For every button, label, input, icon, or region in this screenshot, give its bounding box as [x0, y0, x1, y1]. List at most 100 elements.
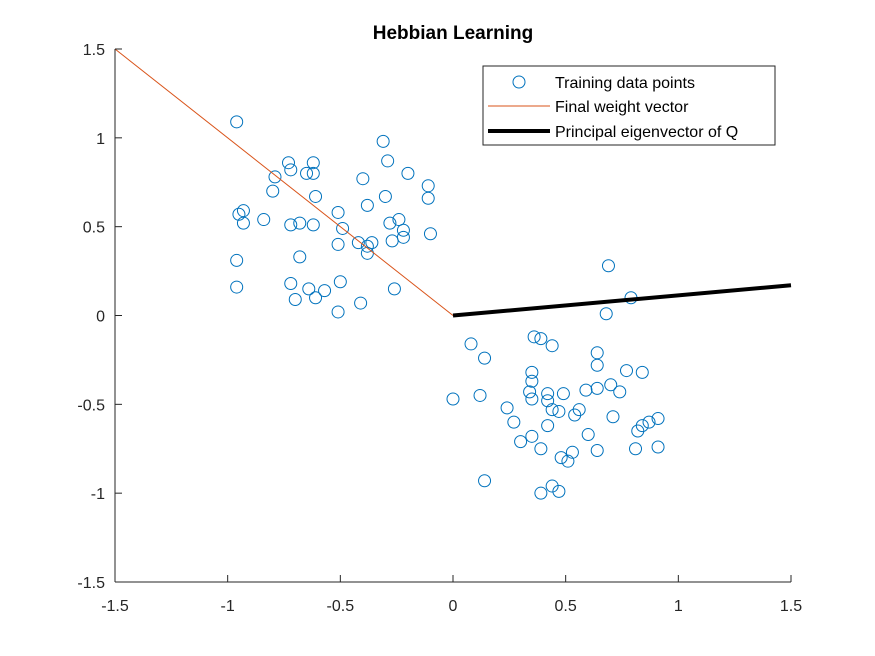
data-point [331, 305, 345, 319]
x-tick-label: -1 [221, 598, 235, 615]
data-point [306, 218, 320, 232]
data-point [613, 385, 627, 399]
data-point [387, 282, 401, 296]
data-point [572, 403, 586, 417]
data-point [284, 277, 298, 291]
data-point [300, 166, 314, 180]
data-point [525, 374, 539, 388]
data-point [534, 332, 548, 346]
principal-eigenvector-line [452, 283, 792, 318]
data-point [351, 236, 365, 250]
data-point [360, 246, 374, 260]
data-point [541, 387, 555, 401]
data-point [581, 428, 595, 442]
data-point [421, 179, 435, 193]
data-point [545, 479, 559, 493]
data-point [635, 419, 649, 433]
data-point [309, 291, 323, 305]
data-point [601, 259, 615, 273]
data-point [360, 198, 374, 212]
data-point [293, 250, 307, 264]
data-point [478, 474, 492, 488]
data-point [282, 156, 296, 170]
data-point [579, 383, 593, 397]
data-point [318, 284, 332, 298]
y-tick-label: -0.5 [77, 397, 105, 414]
data-point [396, 223, 410, 237]
y-tick-label: 1.5 [83, 42, 105, 59]
data-point [620, 364, 634, 378]
data-point [331, 237, 345, 251]
legend: Training data points Final weight vector… [482, 65, 776, 146]
data-point [423, 227, 437, 241]
data-point [284, 163, 298, 177]
x-tick-label: 1.5 [780, 598, 802, 615]
plot-area [114, 48, 792, 500]
x-tick-label: -0.5 [327, 598, 355, 615]
data-point [599, 307, 613, 321]
data-point [561, 454, 575, 468]
data-point [230, 115, 244, 129]
data-point [268, 170, 282, 184]
data-point [565, 445, 579, 459]
data-point [556, 387, 570, 401]
data-point [507, 415, 521, 429]
data-point [545, 403, 559, 417]
data-point [568, 408, 582, 422]
data-point [473, 388, 487, 402]
data-point [354, 296, 368, 310]
data-point [309, 189, 323, 203]
legend-label-training-data: Training data points [555, 75, 695, 92]
data-point [631, 424, 645, 438]
x-tick-label: -1.5 [101, 598, 129, 615]
data-point [232, 207, 246, 221]
data-point [554, 451, 568, 465]
data-point [541, 394, 555, 408]
axes: -1.5 -1 -0.5 0 0.5 1 1.5 -1.5 -1 -0.5 0 0.5 1 1.5 [77, 42, 802, 615]
x-tick-label: 1 [674, 598, 683, 615]
data-point [360, 239, 374, 253]
data-point [527, 330, 541, 344]
data-point [514, 435, 528, 449]
data-point [336, 221, 350, 235]
data-point [446, 392, 460, 406]
data-point [331, 205, 345, 219]
data-point [590, 358, 604, 372]
data-point [421, 191, 435, 205]
data-point [464, 337, 478, 351]
data-point [376, 134, 390, 148]
data-point [629, 442, 643, 456]
data-point [590, 346, 604, 360]
data-point [525, 429, 539, 443]
data-point [293, 216, 307, 230]
data-point [523, 385, 537, 399]
data-point [590, 381, 604, 395]
final-weight-vector-line [114, 48, 454, 316]
data-point [606, 410, 620, 424]
data-point [383, 216, 397, 230]
data-point [651, 440, 665, 454]
data-point [257, 213, 271, 227]
data-point [284, 218, 298, 232]
legend-label-eigenvector: Principal eigenvector of Q [555, 124, 738, 141]
y-tick-label: 0.5 [83, 220, 105, 237]
data-point [230, 280, 244, 294]
data-point [635, 365, 649, 379]
data-point [642, 415, 656, 429]
data-point [333, 275, 347, 289]
data-point [525, 392, 539, 406]
data-point [356, 172, 370, 186]
data-point [552, 484, 566, 498]
data-point [378, 189, 392, 203]
data-point [401, 166, 415, 180]
data-point [236, 216, 250, 230]
x-tick-label: 0.5 [555, 598, 577, 615]
data-point [396, 230, 410, 244]
data-point [525, 365, 539, 379]
data-point [552, 404, 566, 418]
data-point [541, 419, 555, 433]
data-point [230, 253, 244, 267]
chart-title: Hebbian Learning [373, 23, 533, 44]
y-tick-label: 0 [96, 309, 105, 326]
